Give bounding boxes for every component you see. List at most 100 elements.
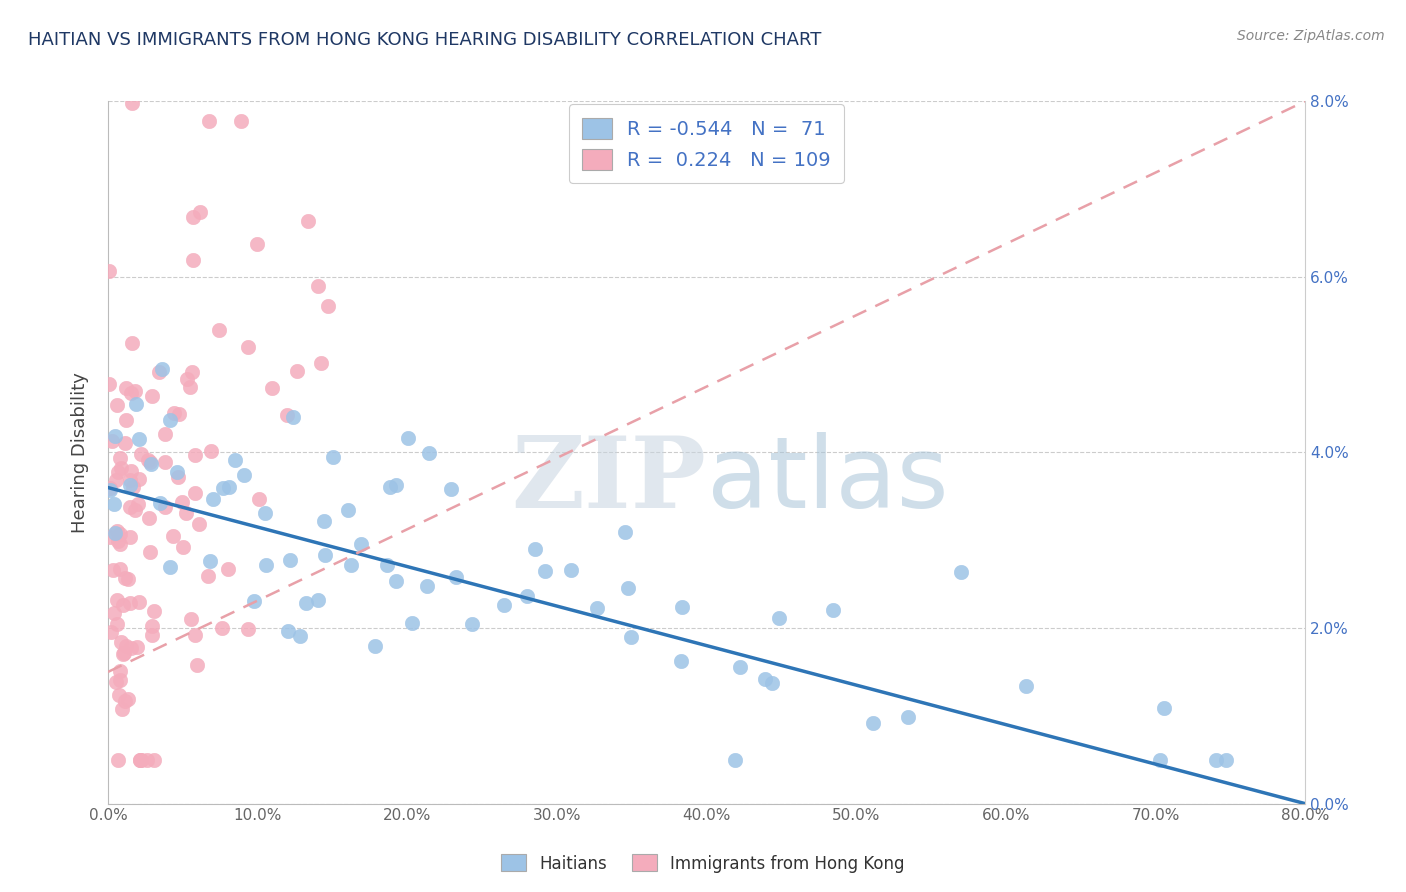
Point [128, 472, 150, 486]
Point [314, 549, 336, 563]
Point [337, 502, 360, 516]
Point [290, 629, 312, 643]
Point [188, 517, 211, 532]
Point [385, 574, 408, 589]
Point [197, 569, 219, 583]
Point [115, 381, 138, 395]
Point [114, 435, 136, 450]
Point [120, 530, 142, 544]
Point [111, 647, 134, 661]
Point [761, 675, 783, 690]
Point [396, 431, 419, 445]
Point [159, 413, 181, 427]
Point [238, 622, 260, 636]
Point [107, 753, 129, 767]
Point [316, 299, 339, 313]
Point [98, 530, 121, 544]
Point [105, 398, 128, 412]
Point [364, 640, 387, 654]
Point [105, 473, 128, 487]
Legend: R = -0.544   N =  71, R =  0.224   N = 109: R = -0.544 N = 71, R = 0.224 N = 109 [569, 104, 845, 184]
Point [143, 753, 166, 767]
Point [103, 606, 125, 620]
Point [121, 96, 143, 111]
Point [671, 599, 693, 614]
Point [150, 361, 173, 376]
Point [139, 457, 162, 471]
Point [754, 672, 776, 686]
Text: HAITIAN VS IMMIGRANTS FROM HONG KONG HEARING DISABILITY CORRELATION CHART: HAITIAN VS IMMIGRANTS FROM HONG KONG HEA… [28, 31, 821, 49]
Point [108, 665, 131, 679]
Point [862, 715, 884, 730]
Point [114, 571, 136, 585]
Point [560, 563, 582, 577]
Text: atlas: atlas [707, 432, 948, 529]
Point [211, 621, 233, 635]
Point [823, 602, 845, 616]
Point [149, 496, 172, 510]
Point [172, 541, 194, 555]
Point [153, 500, 176, 515]
Point [295, 596, 318, 610]
Point [127, 497, 149, 511]
Point [97, 377, 120, 392]
Point [110, 461, 132, 475]
Point [724, 753, 747, 767]
Legend: Haitians, Immigrants from Hong Kong: Haitians, Immigrants from Hong Kong [495, 847, 911, 880]
Point [184, 628, 207, 642]
Point [124, 502, 146, 516]
Point [163, 405, 186, 419]
Point [141, 389, 163, 403]
Point [131, 753, 153, 767]
Point [120, 464, 142, 478]
Point [104, 429, 127, 443]
Point [728, 660, 751, 674]
Point [101, 563, 124, 577]
Point [136, 753, 159, 767]
Point [159, 560, 181, 574]
Point [276, 408, 298, 422]
Point [307, 278, 329, 293]
Point [100, 434, 122, 449]
Point [281, 409, 304, 424]
Point [277, 624, 299, 639]
Point [184, 486, 207, 500]
Point [121, 480, 143, 494]
Point [418, 446, 440, 460]
Text: ZIP: ZIP [512, 432, 707, 529]
Point [181, 252, 204, 267]
Point [669, 654, 692, 668]
Point [312, 514, 335, 528]
Point [105, 593, 128, 607]
Point [1205, 753, 1227, 767]
Point [516, 589, 538, 603]
Point [108, 527, 131, 541]
Point [105, 616, 128, 631]
Point [110, 673, 132, 687]
Point [401, 615, 423, 630]
Point [108, 688, 131, 702]
Point [181, 211, 204, 225]
Point [105, 675, 128, 690]
Point [138, 510, 160, 524]
Point [136, 452, 159, 467]
Point [461, 617, 484, 632]
Point [232, 467, 254, 482]
Point [117, 572, 139, 586]
Point [110, 450, 132, 465]
Point [118, 596, 141, 610]
Point [180, 612, 202, 626]
Point [378, 480, 401, 494]
Point [262, 381, 284, 395]
Point [155, 455, 177, 469]
Point [231, 114, 253, 128]
Point [107, 465, 129, 479]
Point [128, 432, 150, 446]
Point [254, 558, 277, 572]
Point [174, 506, 197, 520]
Point [128, 753, 150, 767]
Point [620, 630, 643, 644]
Point [124, 384, 146, 399]
Point [114, 694, 136, 708]
Point [416, 579, 439, 593]
